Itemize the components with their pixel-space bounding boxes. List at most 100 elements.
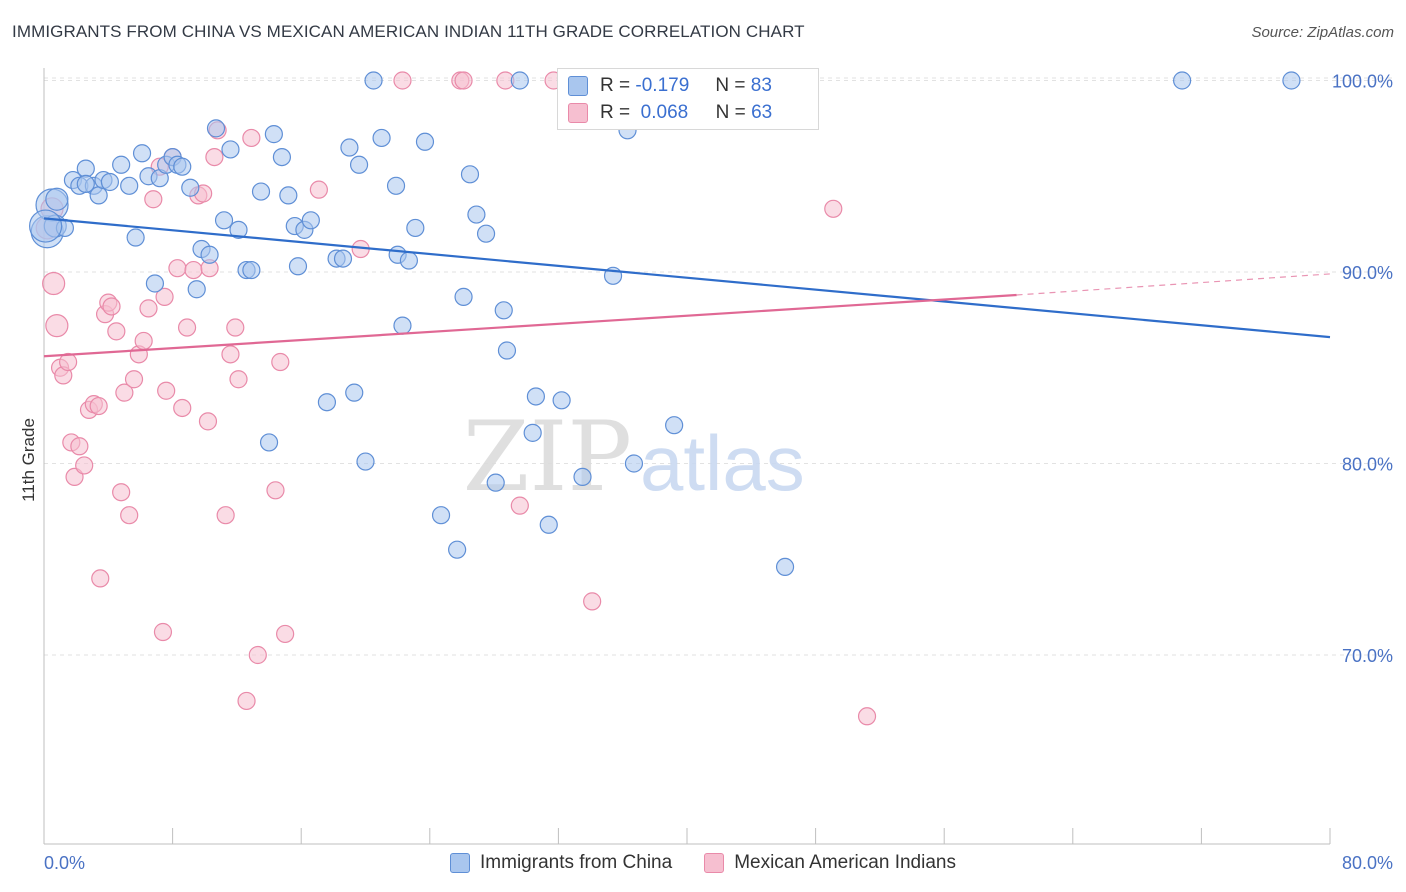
mexican-point bbox=[221, 345, 240, 364]
y-tick-label: 90.0% bbox=[1342, 263, 1393, 283]
china-point bbox=[120, 176, 139, 195]
china-r-value: -0.179 bbox=[635, 75, 690, 96]
china-point bbox=[132, 144, 152, 163]
legend-china-swatch-icon bbox=[450, 853, 471, 873]
china-point bbox=[775, 557, 795, 577]
x-tick-label-max: 80.0% bbox=[1342, 853, 1393, 873]
mexican-point bbox=[226, 318, 245, 337]
china-point bbox=[112, 155, 131, 174]
legend-mexican-swatch-icon bbox=[704, 853, 725, 873]
china-trend-line bbox=[43, 217, 1331, 339]
china-point bbox=[126, 228, 145, 247]
watermark: ZIP atlas bbox=[463, 401, 805, 513]
mexican-point bbox=[309, 180, 328, 199]
mexican-point bbox=[229, 370, 248, 389]
china-point bbox=[552, 391, 571, 410]
bottom-legend: Immigrants from China Mexican American I… bbox=[0, 852, 1406, 874]
china-point bbox=[486, 473, 505, 492]
mexican-point bbox=[139, 299, 158, 318]
china-point bbox=[467, 205, 486, 224]
china-point bbox=[340, 138, 359, 157]
china-point bbox=[624, 454, 644, 473]
mexican-point bbox=[168, 259, 187, 278]
mexican-point bbox=[857, 707, 877, 726]
series-china-points bbox=[29, 71, 1301, 577]
mexican-n-value: 63 bbox=[751, 102, 773, 123]
stats-row-china: R = -0.179 N = 83 bbox=[568, 73, 772, 99]
mexican-point bbox=[237, 691, 256, 711]
y-tick-label: 70.0% bbox=[1342, 646, 1393, 666]
mexican-point bbox=[198, 412, 218, 431]
source-label: Source: ZipAtlas.com bbox=[1251, 24, 1394, 41]
mexican-point bbox=[177, 318, 197, 337]
mexican-point bbox=[45, 314, 69, 338]
trend-lines bbox=[43, 217, 1331, 358]
legend-china-label: Immigrants from China bbox=[480, 852, 673, 873]
china-point bbox=[454, 287, 473, 306]
china-point bbox=[364, 71, 383, 90]
mexican-point bbox=[115, 383, 134, 402]
china-point bbox=[539, 515, 558, 534]
china-point bbox=[372, 128, 391, 148]
china-point bbox=[264, 125, 283, 144]
mexican-point bbox=[89, 396, 108, 416]
mexican-point bbox=[134, 331, 153, 351]
mexican-point bbox=[112, 483, 131, 502]
china-point bbox=[406, 218, 425, 238]
china-point bbox=[76, 174, 95, 194]
china-point bbox=[510, 71, 529, 90]
mexican-point bbox=[583, 592, 602, 611]
china-point bbox=[317, 393, 337, 412]
mexican-point bbox=[454, 71, 473, 90]
mexican-point bbox=[75, 456, 94, 475]
china-point bbox=[259, 433, 279, 452]
china-point bbox=[301, 211, 320, 230]
mexican-point bbox=[155, 287, 174, 306]
china-point bbox=[76, 159, 95, 178]
china-point bbox=[476, 224, 496, 243]
china-point bbox=[221, 140, 240, 159]
china-r-label: R = bbox=[600, 75, 631, 96]
mexican-point bbox=[205, 148, 224, 167]
mexican-point bbox=[144, 190, 163, 209]
mexican-point bbox=[120, 506, 139, 525]
china-point bbox=[181, 178, 200, 197]
mexican-point bbox=[248, 645, 267, 665]
stats-legend: R = -0.179 N = 83 R = 0.068 N = 63 bbox=[557, 68, 819, 130]
mexican-point bbox=[91, 569, 110, 588]
chart-title: IMMIGRANTS FROM CHINA VS MEXICAN AMERICA… bbox=[12, 22, 805, 41]
china-swatch-icon bbox=[568, 76, 588, 96]
china-point bbox=[1173, 71, 1192, 90]
mexican-trend-extension bbox=[1016, 273, 1331, 296]
mexican-trend-line bbox=[43, 293, 1017, 358]
china-point bbox=[173, 157, 192, 176]
china-point bbox=[100, 172, 120, 192]
china-point bbox=[145, 274, 165, 293]
mexican-point bbox=[153, 622, 173, 642]
china-point bbox=[251, 182, 271, 201]
legend-mexican-label: Mexican American Indians bbox=[734, 852, 956, 873]
mexican-point bbox=[173, 398, 192, 418]
mexican-point bbox=[510, 496, 529, 515]
legend-item-mexican[interactable]: Mexican American Indians bbox=[704, 852, 956, 874]
china-point bbox=[200, 245, 219, 264]
china-point bbox=[349, 155, 369, 174]
china-point bbox=[242, 260, 261, 280]
china-point bbox=[206, 119, 226, 138]
legend-item-china[interactable]: Immigrants from China bbox=[450, 852, 672, 874]
china-n-label: N = bbox=[715, 75, 746, 96]
mexican-point bbox=[824, 199, 843, 218]
china-point bbox=[214, 211, 234, 230]
mexican-point bbox=[266, 481, 285, 500]
watermark-atlas: atlas bbox=[640, 419, 805, 507]
mexican-n-label: N = bbox=[715, 102, 746, 123]
mexican-swatch-icon bbox=[568, 103, 588, 123]
mexican-r-value: 0.068 bbox=[640, 102, 689, 123]
mexican-point bbox=[42, 271, 66, 296]
china-point bbox=[187, 280, 206, 299]
y-axis-label: 11th Grade bbox=[19, 418, 38, 502]
y-tick-label: 80.0% bbox=[1342, 455, 1393, 475]
china-point bbox=[386, 176, 406, 195]
mexican-point bbox=[271, 352, 290, 372]
